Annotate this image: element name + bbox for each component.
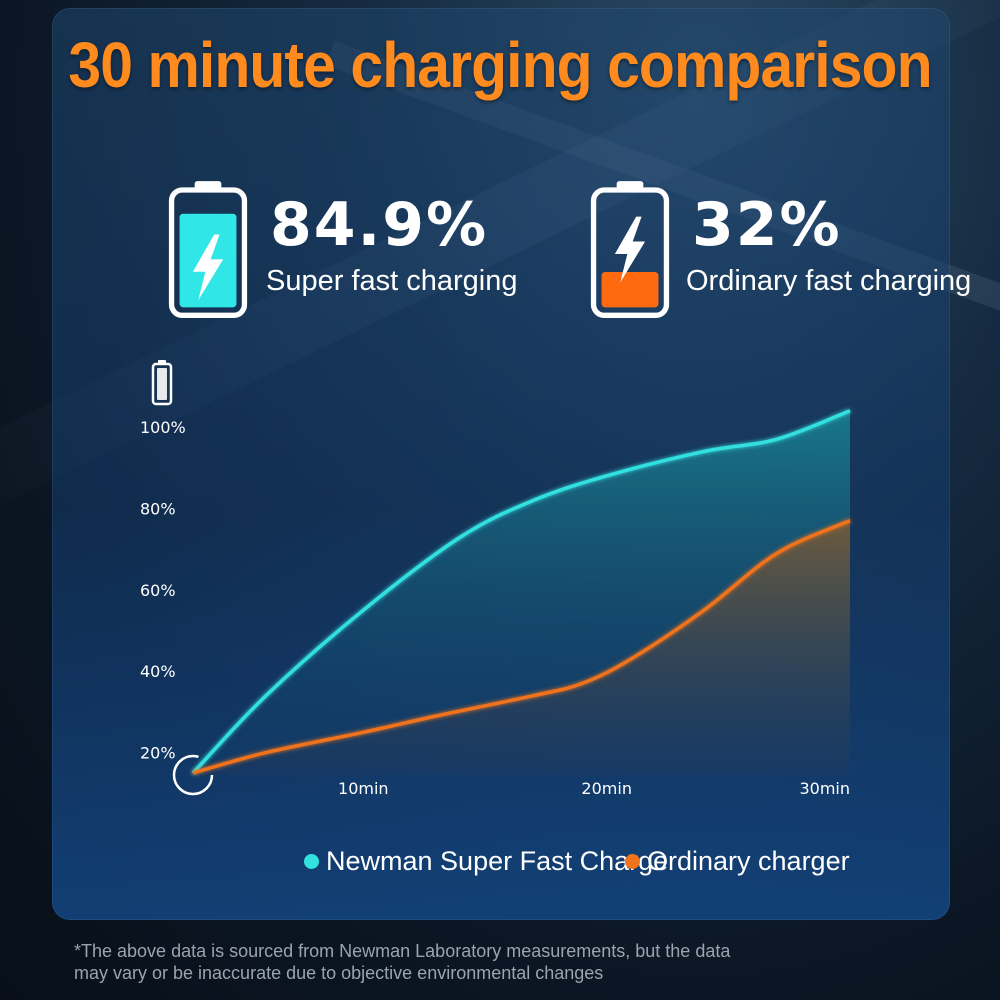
ordinary-value: 32% xyxy=(692,190,842,260)
super-fast-value: 84.9% xyxy=(270,190,489,260)
legend-label: Newman Super Fast Charge xyxy=(326,846,669,876)
super-fast-label: Super fast charging xyxy=(266,265,518,297)
legend-swatch xyxy=(304,854,319,869)
legend-label: Ordinary charger xyxy=(647,846,850,876)
ordinary-label: Ordinary fast charging xyxy=(686,265,972,297)
battery-full-icon xyxy=(168,181,248,318)
y-tick-label: 100% xyxy=(140,418,186,437)
footnote: *The above data is sourced from Newman L… xyxy=(74,940,934,984)
series-newman-line xyxy=(191,409,851,775)
battery-axis-icon xyxy=(151,360,173,406)
series-ordinary-line xyxy=(192,518,851,775)
series-ordinary-area xyxy=(193,520,850,775)
battery-low-icon xyxy=(590,181,670,318)
page-title: 30 minute charging comparison xyxy=(68,29,932,101)
legend-item-newman: Newman Super Fast Charge xyxy=(304,846,668,877)
origin-ring xyxy=(172,754,214,796)
footnote-line: *The above data is sourced from Newman L… xyxy=(74,941,731,961)
x-tick-label: 30min xyxy=(799,779,850,798)
footnote-line: may vary or be inaccurate due to objecti… xyxy=(74,963,604,983)
legend-swatch xyxy=(625,854,640,869)
x-tick-label: 10min xyxy=(338,779,389,798)
y-tick-label: 40% xyxy=(140,662,176,681)
y-tick-label: 60% xyxy=(140,581,176,600)
y-tick-label: 80% xyxy=(140,499,176,518)
x-tick-label: 20min xyxy=(581,779,632,798)
y-tick-label: 20% xyxy=(140,744,176,763)
legend-item-ordinary: Ordinary charger xyxy=(625,846,850,877)
